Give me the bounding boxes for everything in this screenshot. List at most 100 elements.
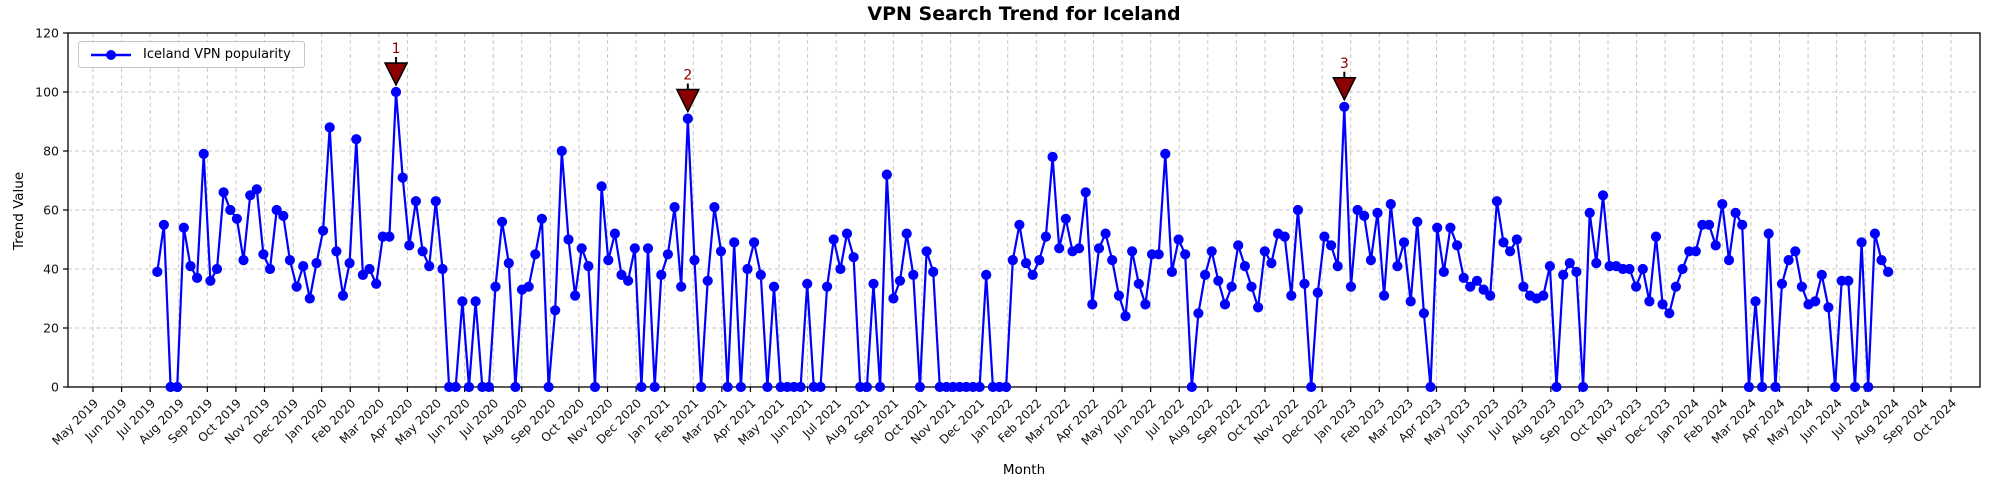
data-point-marker [1193, 308, 1204, 319]
data-point-marker [1200, 269, 1211, 280]
data-point-marker [1186, 381, 1197, 393]
data-point-marker [702, 275, 713, 286]
data-point-marker [656, 269, 667, 280]
data-point-marker [1120, 311, 1131, 322]
data-point-marker [1730, 207, 1741, 218]
data-point-marker [550, 305, 561, 316]
y-tick-label: 120 [35, 26, 59, 41]
data-point-marker [1544, 261, 1555, 272]
data-point-marker [245, 190, 256, 201]
data-point-marker [284, 255, 295, 266]
data-point-marker [1332, 261, 1343, 272]
data-point-marker [649, 381, 660, 393]
data-point-marker [1883, 266, 1894, 277]
data-point-marker [762, 381, 773, 393]
data-point-marker [908, 269, 919, 280]
data-point-marker [1830, 381, 1841, 393]
data-point-marker [1306, 381, 1317, 393]
data-point-marker [1704, 219, 1715, 230]
data-point-marker [1591, 258, 1602, 269]
data-point-marker [497, 216, 508, 227]
data-point-marker [1266, 258, 1277, 269]
trend-line [156, 90, 1890, 389]
data-point-marker [1869, 228, 1880, 239]
data-point-marker [1239, 261, 1250, 272]
data-point-marker [1783, 255, 1794, 266]
data-point-marker [1379, 290, 1390, 301]
data-point-marker [861, 381, 873, 393]
data-point-marker [238, 255, 249, 266]
data-point-marker [802, 278, 813, 289]
data-point-marker [901, 228, 912, 239]
data-point-marker [616, 269, 627, 280]
data-point-marker [1558, 269, 1569, 280]
data-point-marker [1664, 308, 1675, 319]
data-point-marker [483, 381, 494, 393]
data-point-marker [1359, 210, 1370, 221]
annotation-number: 3 [1340, 56, 1349, 72]
y-tick-label: 100 [35, 85, 59, 100]
data-point-marker [1173, 234, 1184, 245]
data-point-marker [888, 293, 899, 304]
data-point-marker [192, 272, 203, 283]
data-point-marker [205, 275, 216, 286]
data-point-marker [1723, 255, 1735, 266]
data-point-marker [1810, 296, 1821, 307]
data-point-marker [709, 202, 720, 213]
data-point-marker [430, 196, 441, 207]
data-point-marker [1372, 207, 1383, 218]
data-point-marker [357, 269, 368, 280]
annotation-number: 2 [683, 68, 692, 84]
data-point-marker [503, 258, 514, 269]
data-point-marker [490, 281, 501, 292]
data-point-marker [1485, 290, 1496, 301]
data-point-marker [1584, 207, 1595, 218]
data-point-marker [344, 258, 355, 269]
data-point-marker [1087, 299, 1098, 310]
data-point-marker [1657, 299, 1668, 310]
data-point-marker [1498, 237, 1509, 248]
data-point-marker [1670, 281, 1681, 292]
data-point-marker [1007, 255, 1018, 266]
data-point-marker [1020, 258, 1032, 269]
data-point-marker [715, 246, 727, 257]
data-point-marker [1034, 255, 1045, 266]
data-point-marker [417, 246, 428, 257]
data-point-marker [1750, 296, 1761, 307]
data-point-marker [1093, 243, 1105, 254]
data-point-marker [1080, 187, 1091, 198]
annotation-arrow-head [1332, 77, 1357, 102]
data-point-marker [530, 249, 541, 260]
data-point-marker [1345, 281, 1357, 292]
data-point-marker [1551, 381, 1562, 393]
data-point-marker [1213, 275, 1224, 286]
data-point-marker [1418, 308, 1429, 319]
data-point-marker [981, 269, 992, 280]
data-point-marker [404, 240, 415, 251]
data-point-marker [868, 278, 879, 289]
data-point-marker [1644, 296, 1655, 307]
data-point-marker [1757, 381, 1768, 393]
data-point-marker [603, 255, 614, 266]
data-point-marker [1863, 381, 1874, 393]
data-point-marker [1107, 255, 1118, 266]
data-point-marker [1100, 228, 1111, 239]
data-point-marker [1843, 275, 1854, 286]
data-point-marker [636, 381, 647, 393]
data-point-marker [1770, 381, 1781, 393]
data-point-marker [1796, 281, 1807, 292]
data-point-marker [1133, 278, 1144, 289]
data-point-marker [278, 210, 289, 221]
data-point-marker [1001, 381, 1012, 393]
data-point-marker [609, 228, 621, 239]
annotation-arrow-head [675, 88, 701, 114]
data-point-marker [682, 113, 693, 124]
data-point-marker [795, 381, 806, 393]
data-point-marker [1405, 296, 1416, 307]
data-point-marker [1511, 234, 1522, 245]
data-point-marker [1054, 243, 1065, 254]
data-point-marker [1849, 381, 1861, 393]
y-tick-label: 60 [43, 203, 59, 218]
